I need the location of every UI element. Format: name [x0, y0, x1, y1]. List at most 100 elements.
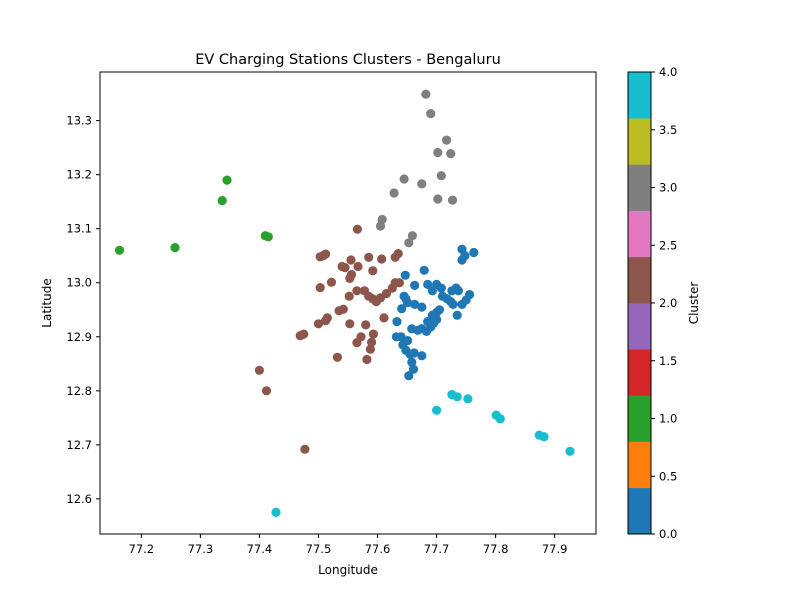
data-point-cluster-2 — [346, 255, 356, 265]
data-point-cluster-2 — [352, 286, 362, 296]
data-point-cluster-0 — [410, 280, 420, 290]
data-point-cluster-3 — [433, 147, 443, 158]
data-point-cluster-0 — [419, 265, 429, 275]
data-point-cluster-2 — [313, 319, 324, 329]
data-point-cluster-4 — [495, 414, 505, 424]
data-point-cluster-2 — [322, 313, 332, 323]
data-point-cluster-0 — [452, 310, 462, 320]
colorbar-segment — [628, 210, 651, 258]
y-tick-label: 13.0 — [66, 276, 92, 290]
data-point-cluster-3 — [421, 89, 431, 99]
plot-area — [100, 72, 596, 534]
x-tick-label: 77.8 — [483, 542, 509, 556]
colorbar-tick-label: 3.5 — [659, 123, 677, 137]
data-point-cluster-2 — [394, 278, 404, 288]
data-point-cluster-0 — [457, 244, 467, 254]
data-point-cluster-0 — [453, 286, 463, 296]
x-tick-label: 77.5 — [306, 542, 332, 556]
data-point-cluster-4 — [452, 392, 462, 402]
data-point-cluster-1 — [114, 245, 125, 255]
y-tick-label: 12.6 — [66, 492, 92, 506]
data-point-cluster-2 — [352, 224, 362, 234]
y-axis-label: Latitude — [40, 278, 54, 327]
points-layer — [114, 89, 575, 517]
data-point-cluster-0 — [391, 332, 401, 342]
colorbar-segment — [628, 164, 651, 211]
colorbar-segment — [628, 441, 651, 489]
data-point-cluster-2 — [340, 263, 350, 273]
data-point-cluster-0 — [397, 304, 407, 314]
data-point-cluster-3 — [433, 194, 443, 204]
data-point-cluster-2 — [254, 365, 264, 375]
data-point-cluster-1 — [170, 243, 180, 253]
data-point-cluster-0 — [448, 299, 458, 309]
data-point-cluster-3 — [447, 195, 458, 205]
y-tick-label: 13.3 — [66, 114, 92, 128]
colorbar-tick-label: 0.5 — [659, 469, 677, 483]
data-point-cluster-3 — [404, 238, 414, 248]
data-point-cluster-0 — [423, 317, 433, 327]
data-point-cluster-2 — [300, 444, 310, 454]
data-point-cluster-3 — [407, 231, 417, 241]
data-point-cluster-2 — [393, 249, 403, 259]
colorbar-tick-label: 0.0 — [659, 527, 677, 541]
colorbar-segment — [628, 118, 651, 165]
data-point-cluster-3 — [399, 174, 409, 184]
data-point-cluster-2 — [365, 344, 375, 354]
data-point-cluster-3 — [446, 149, 456, 159]
x-tick-label: 77.9 — [542, 542, 568, 556]
y-tick-label: 13.2 — [66, 168, 92, 182]
data-point-cluster-3 — [417, 179, 427, 189]
colorbar-tick-label: 2.0 — [659, 296, 677, 310]
x-axis-label: Longitude — [318, 563, 378, 577]
data-point-cluster-3 — [389, 188, 399, 198]
colorbar-tick-label: 1.0 — [659, 412, 677, 426]
x-tick-label: 77.6 — [365, 542, 391, 556]
y-tick-label: 12.7 — [66, 438, 92, 452]
data-point-cluster-1 — [263, 232, 273, 242]
data-point-cluster-0 — [417, 302, 427, 312]
x-tick-label: 77.2 — [129, 542, 155, 556]
data-point-cluster-2 — [332, 352, 342, 362]
data-point-cluster-2 — [367, 337, 377, 347]
data-point-cluster-3 — [436, 171, 446, 181]
data-point-cluster-0 — [434, 305, 445, 315]
data-point-cluster-0 — [400, 270, 410, 280]
data-point-cluster-4 — [432, 405, 442, 415]
data-point-cluster-4 — [539, 432, 549, 442]
colorbar-tick-label: 1.5 — [659, 354, 677, 368]
data-point-cluster-0 — [436, 283, 446, 293]
data-point-cluster-3 — [426, 109, 436, 119]
data-point-cluster-3 — [442, 135, 452, 145]
data-point-cluster-0 — [447, 286, 457, 296]
data-point-cluster-2 — [344, 291, 354, 301]
data-point-cluster-0 — [404, 371, 414, 381]
data-point-cluster-0 — [401, 294, 411, 304]
colorbar-segment — [628, 303, 651, 350]
data-point-cluster-2 — [353, 261, 363, 272]
data-point-cluster-2 — [299, 329, 309, 339]
colorbar-tick-label: 2.5 — [659, 238, 677, 252]
data-point-cluster-2 — [364, 252, 374, 262]
data-point-cluster-2 — [377, 254, 387, 264]
data-point-cluster-2 — [361, 320, 371, 330]
x-tick-label: 77.4 — [247, 542, 273, 556]
y-axis: 12.6 12.7 12.8 12.9 13.0 13.1 13.2 13.3 — [66, 114, 100, 506]
data-point-cluster-1 — [222, 175, 232, 185]
data-point-cluster-2 — [345, 319, 355, 329]
data-point-cluster-0 — [417, 351, 427, 361]
data-point-cluster-0 — [409, 348, 419, 358]
data-point-cluster-2 — [261, 386, 272, 396]
data-point-cluster-2 — [321, 249, 331, 259]
data-point-cluster-4 — [565, 446, 575, 456]
colorbar-segment — [628, 72, 651, 119]
x-tick-label: 77.3 — [188, 542, 214, 556]
data-point-cluster-1 — [217, 196, 227, 206]
data-point-cluster-0 — [469, 247, 479, 258]
data-point-cluster-0 — [427, 286, 437, 296]
data-point-cluster-2 — [379, 313, 389, 323]
data-point-cluster-4 — [463, 394, 473, 404]
data-point-cluster-0 — [407, 357, 417, 367]
data-point-cluster-3 — [375, 221, 386, 231]
y-tick-label: 12.9 — [66, 330, 92, 344]
